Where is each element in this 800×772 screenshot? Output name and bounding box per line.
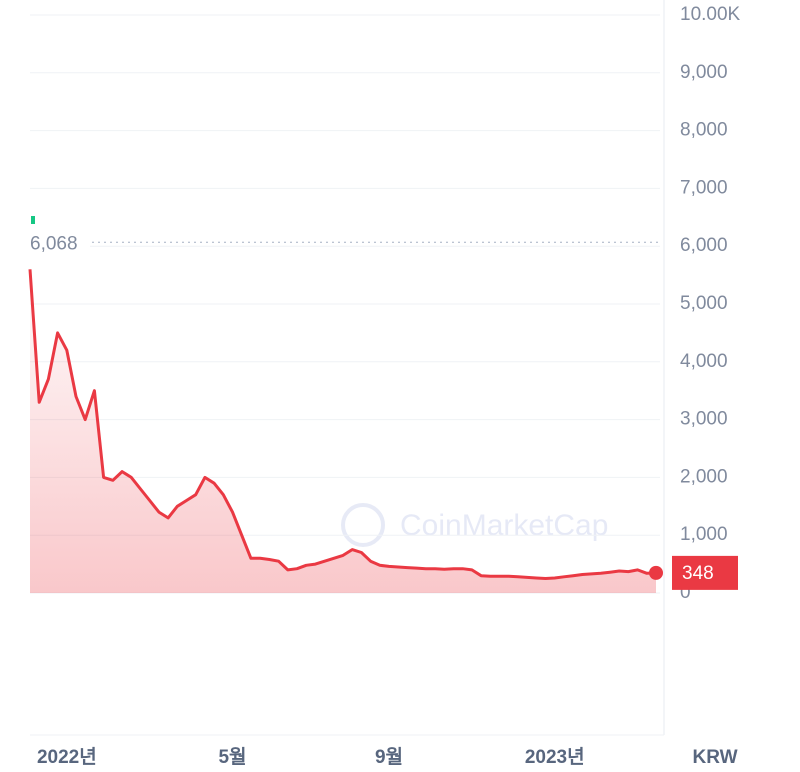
watermark-text: CoinMarketCap: [400, 509, 608, 542]
x-tick-label: 9월: [375, 746, 403, 768]
y-tick-label: 6,000: [680, 235, 728, 256]
y-tick-label: 5,000: [680, 293, 728, 314]
y-tick-label: 9,000: [680, 62, 728, 83]
price-line: [28, 269, 657, 580]
x-tick-label: 5월: [218, 746, 246, 768]
y-tick-label: 10.00K: [680, 4, 741, 25]
x-tick-label: 2022년: [37, 746, 97, 768]
y-tick-label: 2,000: [680, 466, 728, 487]
last-value-tag: [672, 555, 738, 590]
y-tick-label: 4,000: [680, 351, 728, 372]
x-tick-label: 2023년: [525, 746, 585, 768]
y-tick-label: 1,000: [680, 524, 728, 545]
watermark-logo: [341, 503, 385, 547]
currency-label: KRW: [692, 747, 737, 768]
high-label-bg: [30, 229, 90, 256]
last-value-label: 348: [682, 563, 714, 584]
y-tick-label: 8,000: [680, 120, 728, 141]
watermark: CoinMarketCap: [341, 503, 608, 547]
last-point: [649, 565, 663, 580]
area-fill: [30, 269, 656, 593]
marker: [31, 216, 35, 224]
y-tick-label: 0: [680, 582, 691, 603]
y-tick-label: 7,000: [680, 177, 728, 198]
high-label: 6,068: [30, 233, 78, 254]
y-tick-label: 3,000: [680, 409, 728, 430]
